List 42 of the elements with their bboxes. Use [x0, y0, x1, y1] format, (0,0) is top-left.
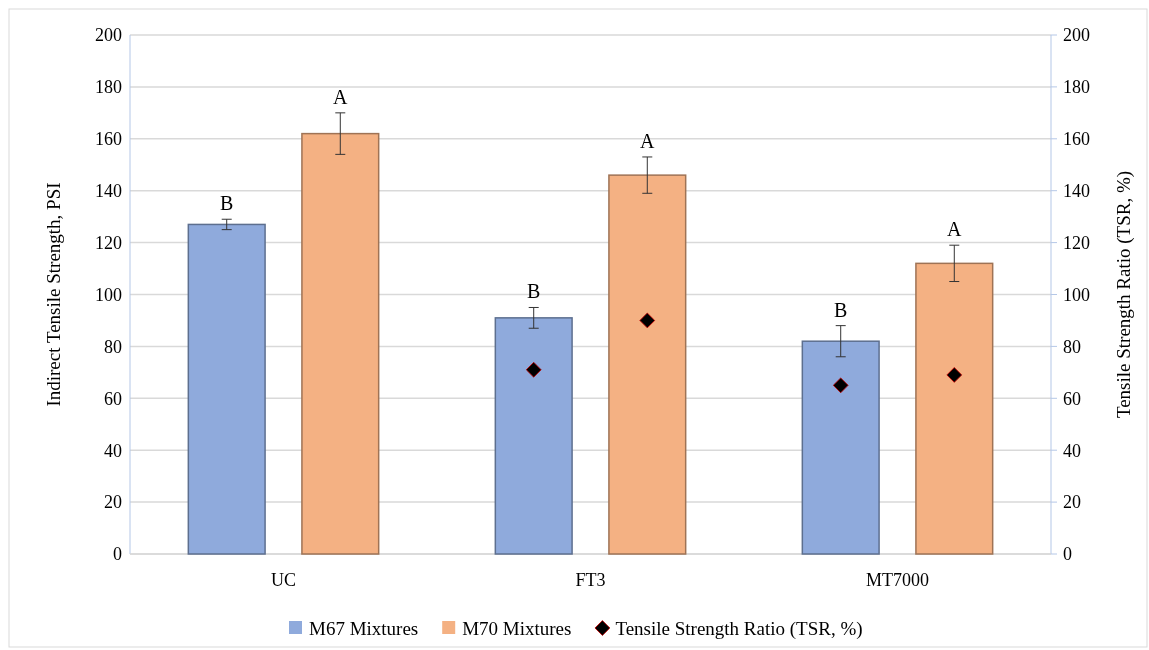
y-tick-label: 120 [95, 232, 122, 253]
y-tick-label: 60 [104, 388, 122, 409]
y2-tick-label: 160 [1063, 129, 1090, 150]
y2-tick-label: 100 [1063, 284, 1090, 305]
y-tick-label: 140 [95, 181, 122, 201]
annotation: B [527, 280, 541, 303]
y-axis-title: Indirect Tensile Strength, PSI [43, 182, 64, 407]
y-tick-label: 20 [104, 492, 122, 513]
annotation: A [333, 85, 349, 108]
legend-label: Tensile Strength Ratio (TSR, %) [615, 617, 863, 640]
bar [608, 174, 687, 555]
x-tick-label: FT3 [575, 570, 606, 590]
y2-tick-label: 40 [1063, 440, 1081, 461]
y2-tick-label: 20 [1063, 492, 1081, 513]
y2-tick-label: 180 [1063, 77, 1090, 98]
x-tick-label: UC [270, 570, 297, 590]
y-tick-label: 160 [95, 129, 122, 150]
bar [494, 317, 573, 555]
y2-tick-label: 140 [1063, 181, 1090, 201]
bar [301, 132, 380, 555]
bar [915, 262, 994, 555]
y-tick-label: 100 [95, 284, 122, 305]
y-tick-label: 0 [113, 544, 122, 565]
bar [801, 340, 880, 555]
annotation: B [220, 192, 234, 215]
y-tick-label: 40 [104, 440, 122, 461]
annotation: B [834, 298, 848, 321]
y-tick-label: 200 [95, 25, 122, 46]
legend-label: M67 Mixtures [309, 617, 419, 639]
y-tick-label: 80 [104, 336, 122, 357]
legend-label: M70 Mixtures [462, 617, 572, 639]
y-tick-label: 180 [95, 77, 122, 98]
annotation: A [640, 129, 656, 152]
y2-tick-label: 0 [1063, 544, 1072, 565]
y2-tick-label: 120 [1063, 232, 1090, 253]
y2-tick-label: 80 [1063, 336, 1081, 357]
annotation: A [947, 218, 963, 241]
y2-tick-label: 60 [1063, 388, 1081, 409]
bar [187, 223, 266, 555]
x-tick-label: MT7000 [866, 570, 929, 590]
y2-axis-title: Tensile Strength Ratio (TSR, %) [1113, 170, 1135, 419]
y2-tick-label: 200 [1063, 25, 1090, 46]
